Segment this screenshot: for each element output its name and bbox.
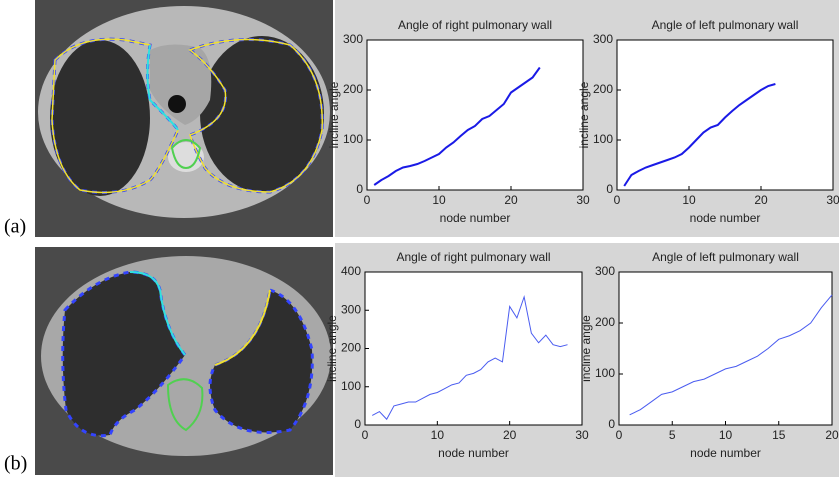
chart-title: Angle of left pulmonary wall: [652, 250, 799, 264]
y-tick-label: 100: [341, 379, 361, 393]
x-tick-label: 10: [682, 193, 696, 207]
x-tick-label: 30: [576, 193, 590, 207]
data-line: [371, 294, 568, 421]
x-tick-label: 0: [362, 428, 369, 442]
chart-title: Angle of right pulmonary wall: [396, 250, 550, 264]
x-tick-label: 0: [364, 193, 371, 207]
x-axis-label: node number: [690, 446, 761, 460]
chart-title: Angle of right pulmonary wall: [398, 18, 552, 32]
y-tick-label: 300: [343, 32, 363, 46]
charts: Angle of right pulmonary wall node number…: [325, 18, 839, 460]
plot-area: [366, 39, 584, 191]
y-tick-label: 300: [595, 264, 615, 278]
y-tick-label: 200: [343, 82, 363, 96]
x-tick-label: 0: [614, 193, 621, 207]
x-tick-label: 10: [432, 193, 446, 207]
x-tick-label: 0: [616, 428, 623, 442]
chart-title: Angle of left pulmonary wall: [652, 18, 799, 32]
x-tick-label: 10: [719, 428, 733, 442]
y-tick-label: 100: [595, 366, 615, 380]
y-axis-label: incline angle: [577, 81, 591, 148]
data-line: [623, 83, 776, 187]
x-tick-label: 20: [825, 428, 839, 442]
panel-label: (b): [4, 453, 27, 475]
x-tick-label: 20: [754, 193, 768, 207]
plot-area: [616, 39, 834, 191]
y-tick-label: 200: [593, 82, 613, 96]
y-tick-label: 200: [595, 315, 615, 329]
x-tick-label: 30: [575, 428, 589, 442]
y-tick-label: 0: [354, 417, 361, 431]
x-tick-label: 20: [504, 193, 518, 207]
x-axis-label: node number: [438, 446, 509, 460]
y-tick-label: 300: [341, 302, 361, 316]
ct-image-a: [35, 0, 333, 237]
y-tick-label: 0: [606, 182, 613, 196]
data-line: [373, 66, 541, 186]
x-tick-label: 30: [826, 193, 839, 207]
y-axis-label: incline angle: [579, 315, 593, 382]
y-tick-label: 0: [608, 417, 615, 431]
x-tick-label: 15: [772, 428, 786, 442]
y-axis-label: incline angle: [327, 81, 341, 148]
y-tick-label: 100: [343, 132, 363, 146]
x-tick-label: 5: [669, 428, 676, 442]
y-tick-label: 100: [593, 132, 613, 146]
panel-label: (a): [4, 216, 26, 238]
data-line: [629, 294, 833, 416]
y-axis-label: incline angle: [325, 315, 339, 382]
x-tick-label: 10: [431, 428, 445, 442]
y-tick-label: 200: [341, 341, 361, 355]
x-tick-label: 20: [503, 428, 517, 442]
y-tick-label: 0: [356, 182, 363, 196]
plot-area: [364, 271, 583, 426]
y-tick-label: 400: [341, 264, 361, 278]
x-axis-label: node number: [440, 211, 511, 225]
ct-image-b: [35, 247, 333, 475]
y-tick-label: 300: [593, 32, 613, 46]
x-axis-label: node number: [690, 211, 761, 225]
